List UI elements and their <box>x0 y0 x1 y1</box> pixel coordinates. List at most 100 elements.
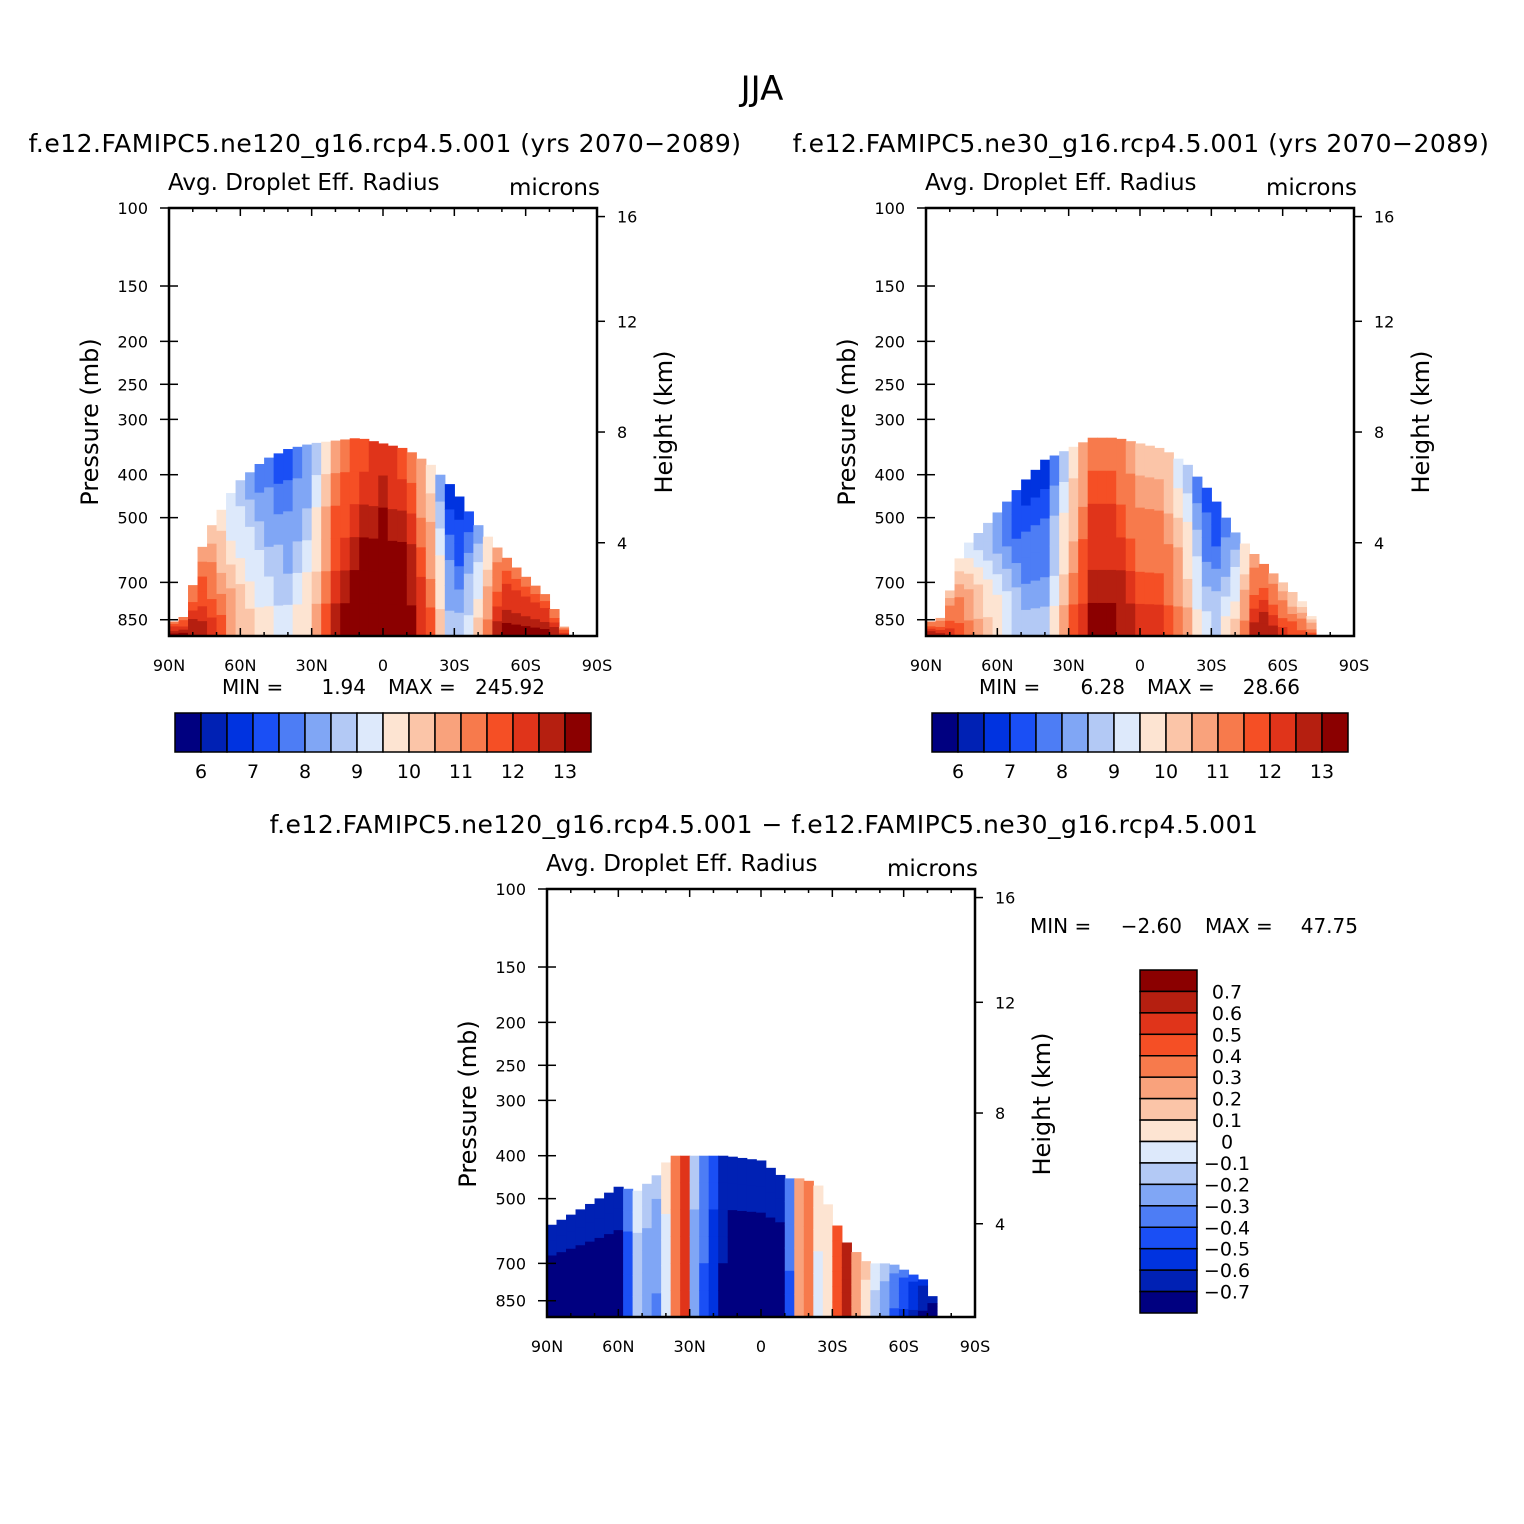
data-cell <box>1277 618 1289 628</box>
data-cell <box>1021 505 1032 533</box>
data-cell <box>794 1293 805 1318</box>
data-cell <box>547 1270 558 1287</box>
units-label: microns <box>887 856 978 882</box>
data-cell <box>556 1252 567 1269</box>
data-cell <box>454 612 465 637</box>
data-cell <box>235 584 246 611</box>
data-cell <box>689 1290 700 1318</box>
data-cell <box>1163 452 1174 484</box>
data-cell <box>623 1274 634 1297</box>
data-cell <box>813 1295 824 1318</box>
data-cell <box>292 446 303 479</box>
data-cell <box>973 601 984 620</box>
data-cell <box>1163 482 1174 515</box>
colorbar-swatch <box>538 712 566 753</box>
data-cell <box>670 1182 681 1211</box>
data-cell <box>501 609 512 624</box>
data-cell <box>169 626 180 630</box>
data-cell <box>1296 607 1308 614</box>
data-cell <box>935 629 946 634</box>
data-cell <box>387 509 398 542</box>
data-cell <box>1268 615 1279 627</box>
data-cell <box>917 1279 929 1287</box>
data-cell <box>302 604 313 637</box>
data-cell <box>1306 622 1317 627</box>
data-cell <box>1068 604 1079 637</box>
data-cell <box>501 583 512 598</box>
data-cell <box>197 576 208 593</box>
data-cell <box>917 1304 929 1312</box>
data-cell <box>387 540 398 574</box>
data-cell <box>832 1271 843 1288</box>
data-cell <box>492 547 503 563</box>
data-cell <box>235 506 246 533</box>
data-cell <box>1135 571 1146 605</box>
colorbar-label: 7 <box>1004 761 1016 783</box>
data-cell <box>708 1182 719 1211</box>
data-cell <box>879 1281 890 1291</box>
data-cell <box>425 550 436 580</box>
colorbar-swatch <box>1217 712 1245 753</box>
data-cell <box>416 488 427 519</box>
colorbar-label: 7 <box>247 761 259 783</box>
data-cell <box>197 621 208 637</box>
data-cell <box>425 607 436 637</box>
data-cell <box>416 576 427 608</box>
data-cell <box>387 604 398 637</box>
colorbar-swatch <box>382 712 410 753</box>
data-cell <box>1192 476 1203 504</box>
panel-title: f.e12.FAMIPC5.ne120_g16.rcp4.5.001 − f.e… <box>270 810 1259 839</box>
data-cell <box>435 609 446 637</box>
y-tick-label: 300 <box>495 1091 526 1110</box>
colorbar-label: −0.3 <box>1204 1196 1250 1218</box>
data-cell <box>1239 605 1250 622</box>
data-cell <box>302 476 313 509</box>
data-cell <box>1087 536 1098 571</box>
min-value: 1.94 <box>321 675 366 699</box>
data-cell <box>775 1222 786 1247</box>
colorbar-swatch <box>512 712 540 753</box>
data-cell <box>860 1270 871 1281</box>
data-cell <box>737 1237 748 1265</box>
data-cell <box>870 1308 881 1318</box>
data-cell <box>264 517 275 548</box>
data-cell <box>841 1304 852 1318</box>
colorbar-swatch <box>330 712 358 753</box>
data-cell <box>539 622 551 630</box>
data-cell <box>642 1272 653 1296</box>
data-cell <box>1040 518 1051 549</box>
data-cell <box>935 626 946 631</box>
x-tick-label: 60N <box>981 656 1013 675</box>
data-cell <box>832 1286 843 1303</box>
data-cell <box>642 1294 653 1318</box>
data-cell <box>1040 606 1051 637</box>
data-cell <box>311 475 322 508</box>
data-cell <box>964 589 975 606</box>
colorbar-label: 0.3 <box>1212 1067 1242 1089</box>
data-cell <box>235 480 246 507</box>
units-label: microns <box>1266 175 1357 201</box>
data-cell <box>1154 510 1165 543</box>
data-cell <box>1059 605 1070 637</box>
colorbar-swatch <box>1009 712 1037 753</box>
y-right-axis-title: Height (km) <box>650 351 678 494</box>
data-cell <box>566 1231 577 1250</box>
data-cell <box>689 1263 700 1291</box>
data-cell <box>406 605 417 637</box>
data-cell <box>245 554 256 583</box>
data-cell <box>1040 489 1051 520</box>
y-axis-title: Pressure (mb) <box>454 1020 482 1187</box>
colorbar-swatch <box>1139 1097 1198 1121</box>
colorbar-swatch <box>1243 712 1271 753</box>
data-cell <box>851 1252 862 1264</box>
data-cell <box>511 601 522 614</box>
data-cell <box>444 585 455 612</box>
data-cell <box>1106 536 1117 571</box>
min-label: MIN = <box>979 675 1040 699</box>
data-cell <box>340 504 351 539</box>
colorbar-swatch <box>1087 712 1115 753</box>
data-cell <box>1249 581 1260 596</box>
data-cell <box>566 1265 577 1284</box>
height-tick-label: 12 <box>995 993 1015 1012</box>
data-cell <box>651 1293 662 1318</box>
